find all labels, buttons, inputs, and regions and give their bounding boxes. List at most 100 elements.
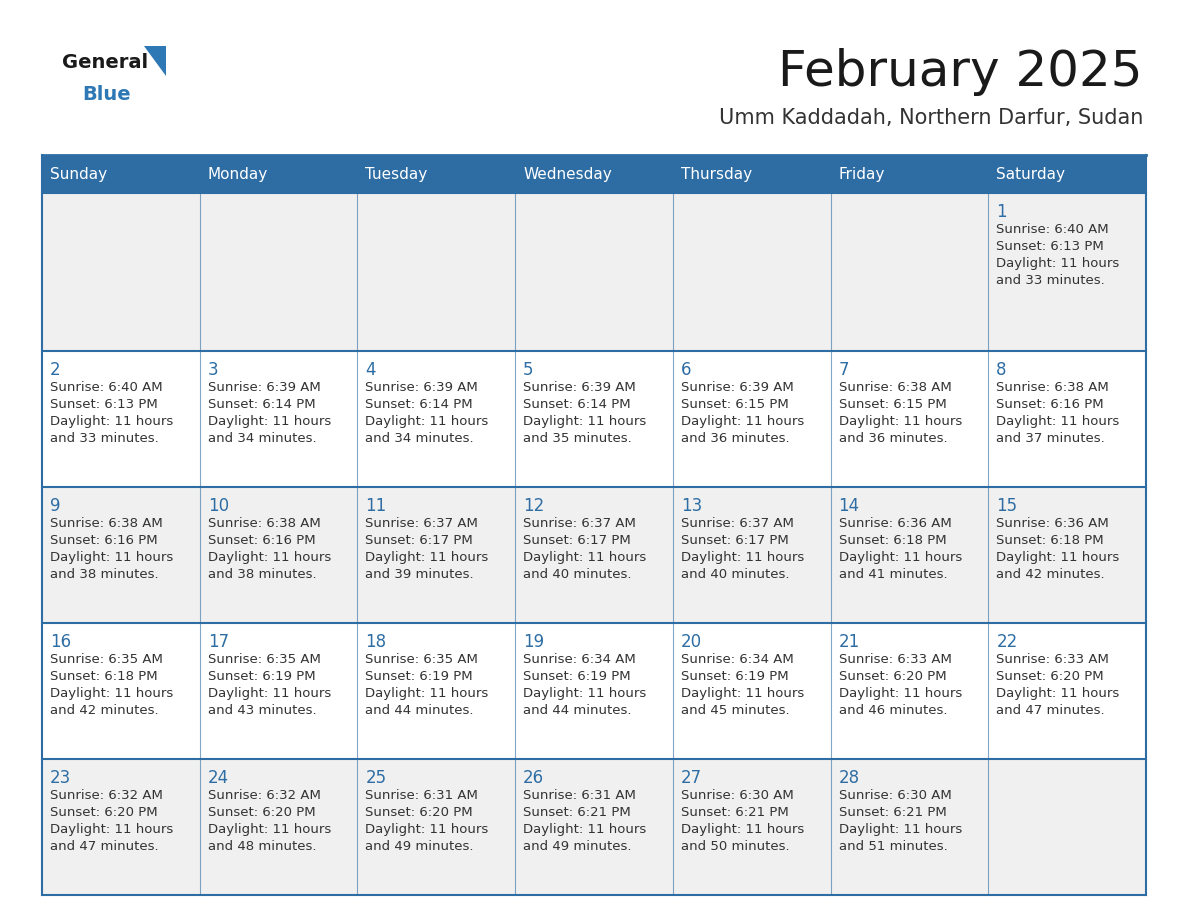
- Text: Monday: Monday: [208, 166, 268, 182]
- Text: Sunrise: 6:30 AM: Sunrise: 6:30 AM: [839, 789, 952, 802]
- Text: Sunset: 6:21 PM: Sunset: 6:21 PM: [839, 806, 947, 819]
- Text: Sunset: 6:20 PM: Sunset: 6:20 PM: [997, 670, 1104, 683]
- Text: 19: 19: [523, 633, 544, 651]
- Text: and 44 minutes.: and 44 minutes.: [366, 704, 474, 717]
- Text: Sunrise: 6:34 AM: Sunrise: 6:34 AM: [681, 653, 794, 666]
- Text: 27: 27: [681, 769, 702, 787]
- Text: and 36 minutes.: and 36 minutes.: [839, 432, 947, 445]
- Bar: [42, 487, 1146, 623]
- Text: 25: 25: [366, 769, 386, 787]
- Text: and 34 minutes.: and 34 minutes.: [208, 432, 316, 445]
- Text: and 33 minutes.: and 33 minutes.: [50, 432, 159, 445]
- Text: Daylight: 11 hours: Daylight: 11 hours: [50, 687, 173, 700]
- Polygon shape: [144, 46, 166, 76]
- Text: Sunset: 6:20 PM: Sunset: 6:20 PM: [366, 806, 473, 819]
- Text: and 46 minutes.: and 46 minutes.: [839, 704, 947, 717]
- Text: and 45 minutes.: and 45 minutes.: [681, 704, 790, 717]
- Text: Daylight: 11 hours: Daylight: 11 hours: [208, 823, 331, 836]
- Text: Sunrise: 6:37 AM: Sunrise: 6:37 AM: [681, 517, 794, 530]
- Text: Sunset: 6:19 PM: Sunset: 6:19 PM: [366, 670, 473, 683]
- Text: Umm Kaddadah, Northern Darfur, Sudan: Umm Kaddadah, Northern Darfur, Sudan: [719, 108, 1143, 128]
- Text: Daylight: 11 hours: Daylight: 11 hours: [997, 257, 1119, 270]
- Text: Daylight: 11 hours: Daylight: 11 hours: [997, 551, 1119, 564]
- Text: Daylight: 11 hours: Daylight: 11 hours: [50, 823, 173, 836]
- Text: and 47 minutes.: and 47 minutes.: [997, 704, 1105, 717]
- Text: Sunset: 6:20 PM: Sunset: 6:20 PM: [50, 806, 158, 819]
- Text: and 49 minutes.: and 49 minutes.: [523, 840, 632, 853]
- Text: and 51 minutes.: and 51 minutes.: [839, 840, 947, 853]
- Text: Daylight: 11 hours: Daylight: 11 hours: [366, 823, 488, 836]
- Text: Sunrise: 6:40 AM: Sunrise: 6:40 AM: [50, 381, 163, 394]
- Text: Daylight: 11 hours: Daylight: 11 hours: [681, 823, 804, 836]
- Bar: [42, 193, 1146, 351]
- Text: Sunset: 6:17 PM: Sunset: 6:17 PM: [681, 534, 789, 547]
- Text: Sunrise: 6:33 AM: Sunrise: 6:33 AM: [839, 653, 952, 666]
- Text: February 2025: February 2025: [778, 48, 1143, 96]
- Text: Sunrise: 6:31 AM: Sunrise: 6:31 AM: [366, 789, 479, 802]
- Text: Sunday: Sunday: [50, 166, 107, 182]
- Text: Sunset: 6:16 PM: Sunset: 6:16 PM: [997, 398, 1104, 411]
- Text: 16: 16: [50, 633, 71, 651]
- Text: Wednesday: Wednesday: [523, 166, 612, 182]
- Text: Sunrise: 6:37 AM: Sunrise: 6:37 AM: [366, 517, 479, 530]
- Text: Daylight: 11 hours: Daylight: 11 hours: [208, 551, 331, 564]
- Text: and 38 minutes.: and 38 minutes.: [50, 568, 159, 581]
- Text: Sunrise: 6:38 AM: Sunrise: 6:38 AM: [839, 381, 952, 394]
- Text: Sunrise: 6:39 AM: Sunrise: 6:39 AM: [681, 381, 794, 394]
- Text: Daylight: 11 hours: Daylight: 11 hours: [839, 823, 962, 836]
- Text: Daylight: 11 hours: Daylight: 11 hours: [681, 415, 804, 428]
- Text: 17: 17: [208, 633, 229, 651]
- Bar: [42, 155, 1146, 193]
- Text: Sunset: 6:18 PM: Sunset: 6:18 PM: [839, 534, 946, 547]
- Text: Sunrise: 6:38 AM: Sunrise: 6:38 AM: [50, 517, 163, 530]
- Text: Daylight: 11 hours: Daylight: 11 hours: [681, 551, 804, 564]
- Text: Daylight: 11 hours: Daylight: 11 hours: [366, 687, 488, 700]
- Text: Sunrise: 6:39 AM: Sunrise: 6:39 AM: [366, 381, 479, 394]
- Text: Daylight: 11 hours: Daylight: 11 hours: [523, 415, 646, 428]
- Text: and 43 minutes.: and 43 minutes.: [208, 704, 316, 717]
- Text: and 34 minutes.: and 34 minutes.: [366, 432, 474, 445]
- Text: 24: 24: [208, 769, 229, 787]
- Text: 7: 7: [839, 361, 849, 379]
- Bar: [42, 351, 1146, 487]
- Text: Saturday: Saturday: [997, 166, 1066, 182]
- Text: and 38 minutes.: and 38 minutes.: [208, 568, 316, 581]
- Bar: [42, 759, 1146, 895]
- Text: Daylight: 11 hours: Daylight: 11 hours: [997, 415, 1119, 428]
- Text: Sunrise: 6:39 AM: Sunrise: 6:39 AM: [208, 381, 321, 394]
- Text: 12: 12: [523, 497, 544, 515]
- Text: 2: 2: [50, 361, 61, 379]
- Text: Sunset: 6:16 PM: Sunset: 6:16 PM: [208, 534, 315, 547]
- Text: Sunset: 6:21 PM: Sunset: 6:21 PM: [523, 806, 631, 819]
- Text: 23: 23: [50, 769, 71, 787]
- Text: Daylight: 11 hours: Daylight: 11 hours: [366, 415, 488, 428]
- Text: Sunset: 6:21 PM: Sunset: 6:21 PM: [681, 806, 789, 819]
- Text: and 35 minutes.: and 35 minutes.: [523, 432, 632, 445]
- Text: 3: 3: [208, 361, 219, 379]
- Text: 22: 22: [997, 633, 1018, 651]
- Text: Sunrise: 6:33 AM: Sunrise: 6:33 AM: [997, 653, 1110, 666]
- Text: Sunrise: 6:34 AM: Sunrise: 6:34 AM: [523, 653, 636, 666]
- Text: Daylight: 11 hours: Daylight: 11 hours: [523, 823, 646, 836]
- Text: Sunrise: 6:32 AM: Sunrise: 6:32 AM: [208, 789, 321, 802]
- Text: 15: 15: [997, 497, 1017, 515]
- Text: Blue: Blue: [82, 85, 131, 105]
- Text: Daylight: 11 hours: Daylight: 11 hours: [523, 687, 646, 700]
- Text: and 49 minutes.: and 49 minutes.: [366, 840, 474, 853]
- Text: 11: 11: [366, 497, 386, 515]
- Text: Sunset: 6:18 PM: Sunset: 6:18 PM: [997, 534, 1104, 547]
- Text: Sunrise: 6:38 AM: Sunrise: 6:38 AM: [997, 381, 1110, 394]
- Text: and 40 minutes.: and 40 minutes.: [681, 568, 789, 581]
- Text: Daylight: 11 hours: Daylight: 11 hours: [839, 687, 962, 700]
- Text: Daylight: 11 hours: Daylight: 11 hours: [997, 687, 1119, 700]
- Text: Sunset: 6:18 PM: Sunset: 6:18 PM: [50, 670, 158, 683]
- Text: 10: 10: [208, 497, 229, 515]
- Text: Sunrise: 6:32 AM: Sunrise: 6:32 AM: [50, 789, 163, 802]
- Text: and 48 minutes.: and 48 minutes.: [208, 840, 316, 853]
- Text: 13: 13: [681, 497, 702, 515]
- Text: and 42 minutes.: and 42 minutes.: [50, 704, 159, 717]
- Text: and 50 minutes.: and 50 minutes.: [681, 840, 790, 853]
- Text: Sunrise: 6:36 AM: Sunrise: 6:36 AM: [997, 517, 1110, 530]
- Text: Sunrise: 6:38 AM: Sunrise: 6:38 AM: [208, 517, 321, 530]
- Text: Sunrise: 6:35 AM: Sunrise: 6:35 AM: [50, 653, 163, 666]
